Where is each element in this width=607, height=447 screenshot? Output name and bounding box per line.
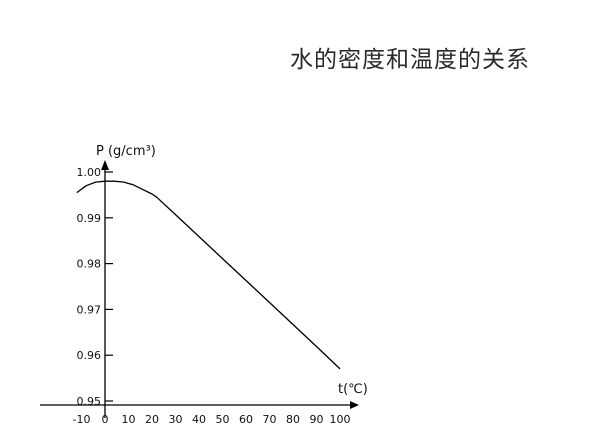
density-curve [76, 180, 341, 370]
x-tick-label: -10 [73, 413, 91, 426]
x-tick-label: 30 [169, 413, 183, 426]
x-tick-label: 60 [239, 413, 253, 426]
y-tick-label: 0.95 [77, 395, 102, 408]
y-tick-label: 0.98 [77, 258, 102, 271]
chart-plot [76, 180, 341, 370]
page-title: 水的密度和温度的关系 [290, 47, 530, 73]
x-tick-label: 70 [263, 413, 277, 426]
chart-ticks: 0.95 0.96 0.97 0.98 0.99 1.00 -10 0 10 20 30 40 50 60… [73, 166, 351, 426]
y-tick-label: 0.96 [77, 349, 102, 362]
x-tick-label: 10 [122, 413, 136, 426]
chart-axes [40, 160, 359, 418]
x-tick-label: 90 [310, 413, 324, 426]
x-tick-label: 100 [330, 413, 351, 426]
y-tick-label: 0.99 [77, 212, 102, 225]
x-axis-title: t(℃) [338, 382, 368, 397]
x-tick-label: 20 [145, 413, 159, 426]
x-tick-label: 40 [192, 413, 206, 426]
x-tick-label: 50 [216, 413, 230, 426]
y-axis-title: P (g/cm³) [96, 144, 156, 159]
y-tick-label: 0.97 [77, 303, 102, 316]
y-axis-arrow [101, 160, 109, 170]
x-tick-label: 80 [286, 413, 300, 426]
y-tick-label: 1.00 [77, 166, 102, 179]
x-axis-arrow [350, 401, 359, 409]
x-tick-label: 0 [102, 413, 109, 426]
